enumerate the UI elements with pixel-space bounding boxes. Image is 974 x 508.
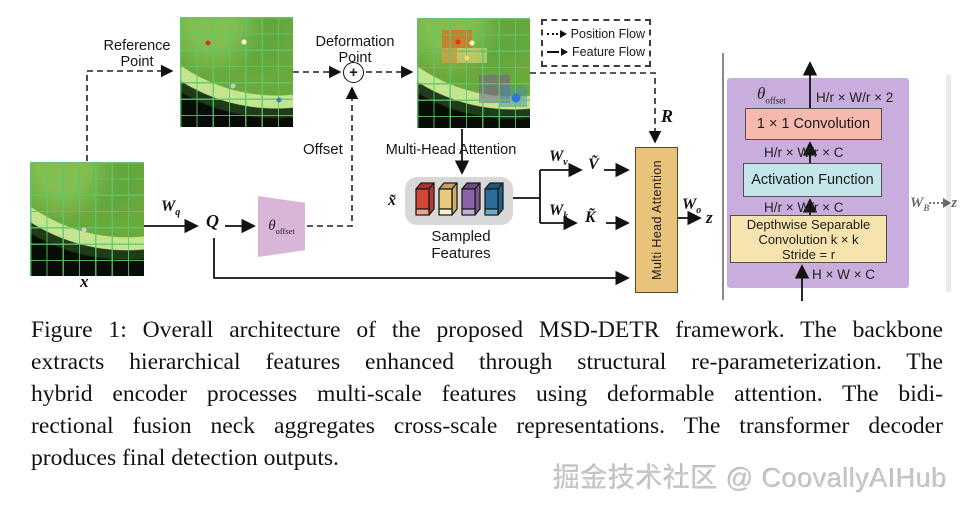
watermark: 掘金技术社区 @ CoovallyAIHub <box>553 463 947 493</box>
bar-red <box>415 182 435 216</box>
position-flow-lines <box>86 64 662 227</box>
faded-z: z <box>951 195 958 211</box>
sample-dot <box>81 227 87 233</box>
math-x-tilde: x̃ <box>388 192 396 209</box>
yellow-dot <box>464 55 470 61</box>
input-feature-map-image <box>30 162 144 276</box>
white-dot <box>469 40 475 46</box>
faded-math-wz: WB z <box>910 195 957 213</box>
ds-conv-text: Depthwise Separable Convolution k × k St… <box>747 217 871 262</box>
faded-arrowhead-icon <box>943 198 952 208</box>
math-wv-sub: v <box>563 157 568 169</box>
math-q: Q <box>206 211 219 231</box>
math-wo-base: W <box>682 196 697 213</box>
reference-point-feature-map-image <box>180 17 293 127</box>
legend-feature-flow: Feature Flow <box>547 45 645 59</box>
caption-line: hybrid encoder processes multi-scale fea… <box>31 381 943 407</box>
math-wk-base: W <box>549 202 564 219</box>
multi-head-attention-label: Multi-Head Attention <box>385 142 517 158</box>
solid-arrow-icon <box>547 51 560 54</box>
grid-overlay <box>180 17 293 127</box>
math-wo-sub: o <box>696 205 702 217</box>
math-wq-sub: q <box>175 207 181 219</box>
dim-out-label: H/r × W/r × 2 <box>816 90 894 105</box>
flow-legend: Position Flow Feature Flow <box>541 19 651 67</box>
depthwise-separable-conv-box: Depthwise Separable Convolution k × k St… <box>730 215 887 263</box>
panel-theta-base: θ <box>757 84 766 103</box>
deformation-feature-map-image <box>417 18 530 128</box>
faded-w-sub: B <box>923 203 930 213</box>
offset-network-trapezoid: θoffset <box>258 196 305 257</box>
math-wk: Wk <box>549 202 568 222</box>
caption-line: produces final detection outputs. <box>31 445 339 471</box>
legend-position-flow: Position Flow <box>547 27 645 41</box>
legend-label-feature-flow: Feature Flow <box>572 45 645 60</box>
multi-head-attention-block: Multi Head Attention <box>635 147 678 293</box>
panel-divider-line <box>722 53 724 300</box>
math-k-tilde: K̃ <box>585 209 596 226</box>
sampled-features-box <box>405 177 513 225</box>
reference-point-label: Reference Point <box>103 38 171 70</box>
theta-offset-label: θoffset <box>268 218 295 236</box>
math-wk-sub: k <box>563 211 569 223</box>
arrowhead-icon <box>559 29 567 38</box>
figure-caption: Figure 1: Overall architecture of the pr… <box>31 314 943 474</box>
dim-mid1-label: H/r × W/r × C <box>764 145 844 160</box>
grid-overlay <box>30 162 144 276</box>
caption-line: rectional fusion neck aggregates cross-s… <box>31 413 943 439</box>
red-dot <box>455 39 461 45</box>
bar-tan <box>438 182 458 216</box>
bar-purple <box>461 182 481 216</box>
panel-theta-sub: offset <box>765 95 786 106</box>
blue-dot <box>276 97 282 102</box>
architecture-diagram: Position Flow Feature Flow Reference Poi… <box>30 17 974 301</box>
dim-mid2-label: H/r × W/r × C <box>764 200 844 215</box>
math-wq: Wq <box>161 198 180 218</box>
dotted-arrow-icon <box>547 32 558 35</box>
math-x: x <box>80 272 89 291</box>
math-wv-base: W <box>549 148 564 165</box>
white-dot <box>241 39 247 45</box>
blue-marker-dot <box>511 93 521 103</box>
bar-blue <box>484 182 504 216</box>
deformation-point-label: Deformation Point <box>315 34 395 66</box>
grid-overlay <box>417 18 530 128</box>
red-dot <box>205 40 211 46</box>
panel-theta-offset-label: θoffset <box>757 84 786 105</box>
ds-conv-line2: Convolution k × k <box>758 231 859 247</box>
feature-bars <box>415 182 504 216</box>
arrowhead-icon <box>561 48 569 57</box>
math-z: z <box>706 208 713 227</box>
feature-flow-lines <box>144 61 818 301</box>
math-v-tilde: Ṽ <box>588 156 599 173</box>
math-wq-base: W <box>161 198 176 215</box>
math-wo: Wo <box>682 196 701 216</box>
dim-in-label: H × W × C <box>812 267 876 282</box>
offset-label: Offset <box>303 141 343 158</box>
theta-sub: offset <box>275 225 295 236</box>
caption-line: Figure 1: Overall architecture of the pr… <box>31 317 943 343</box>
legend-label-position-flow: Position Flow <box>570 26 645 41</box>
gray-dot <box>230 83 236 89</box>
flow-connectors <box>86 61 818 301</box>
conv1x1-box: 1 × 1 Convolution <box>745 108 882 140</box>
ds-conv-line3: Stride = r <box>781 246 836 262</box>
faded-region-overlay: WB z <box>910 75 974 292</box>
faded-dotted-line <box>929 202 944 204</box>
theta-base: θ <box>268 217 276 234</box>
math-r: R <box>661 106 674 126</box>
faded-w-base: W <box>910 195 924 211</box>
sampled-features-label: Sampled Features <box>431 228 491 262</box>
activation-function-box: Activation Function <box>743 163 882 197</box>
faded-strip <box>946 75 951 292</box>
ds-conv-line1: Depthwise Separable <box>746 216 871 232</box>
offset-add-node: + <box>343 62 364 83</box>
math-wv: Wv <box>549 148 568 168</box>
caption-line: extracts hierarchical features enhanced … <box>31 349 943 375</box>
